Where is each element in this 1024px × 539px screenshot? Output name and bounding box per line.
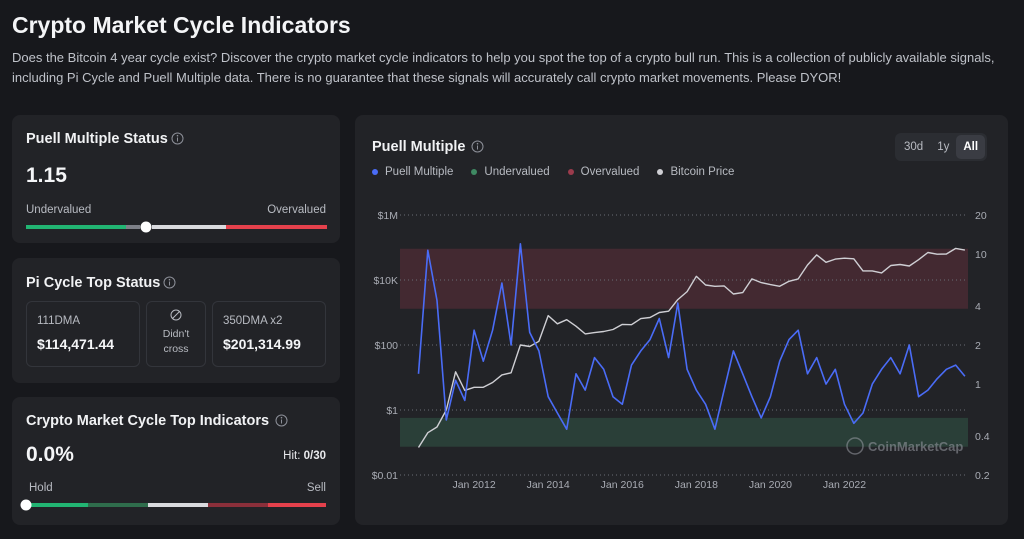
range-button[interactable]: 1y (937, 141, 950, 153)
series-line (417, 243, 966, 430)
cross-box: Didn't cross (146, 301, 206, 367)
dma-value: $201,314.99 (223, 336, 301, 352)
low-label: Hold (29, 482, 53, 494)
y-tick-label: $100 (375, 340, 399, 352)
hit-value: 0/30 (303, 450, 326, 462)
range-selector: 30d 1y All (895, 133, 988, 161)
pi-cycle-card: Pi Cycle Top Status 111DMA $114,471.44 D… (12, 258, 340, 383)
page-title: Crypto Market Cycle Indicators (12, 12, 351, 38)
legend-item: Overvalued (567, 166, 640, 178)
y-tick-label: $1M (378, 210, 398, 222)
dma-box: 350DMA x2 $201,314.99 (212, 301, 326, 367)
top-indicators-card: Crypto Market Cycle Top Indicators 0.0% … (12, 397, 340, 525)
x-tick-label: Jan 2012 (452, 479, 495, 491)
info-icon (163, 276, 176, 289)
band (400, 248, 968, 309)
dma-value: $114,471.44 (37, 336, 115, 352)
card-title: Puell Multiple Status (26, 131, 168, 147)
legend-label: Undervalued (484, 166, 550, 178)
y2-tick-label: 0.2 (975, 470, 990, 482)
hit-label: Hit: (283, 450, 301, 462)
series-line (417, 247, 966, 448)
y2-tick-label: 0.4 (975, 431, 990, 443)
legend-item: Bitcoin Price (657, 166, 734, 178)
y2-tick-label: 2 (975, 340, 981, 352)
chart-card: Puell Multiple 30d 1y All Puell Multiple Un… (355, 115, 1008, 525)
watermark: CoinMarketCap (846, 437, 963, 455)
x-tick-label: Jan 2018 (675, 479, 718, 491)
range-button[interactable]: 30d (904, 141, 924, 153)
watermark-logo (846, 437, 864, 455)
x-tick-label: Jan 2022 (823, 479, 866, 491)
puell-value: 1.15 (26, 164, 67, 187)
legend-label: Overvalued (580, 166, 640, 178)
card-title: Crypto Market Cycle Top Indicators (26, 413, 270, 429)
x-tick-label: Jan 2020 (749, 479, 792, 491)
info-icon (275, 414, 288, 427)
y2-tick-label: 1 (975, 379, 981, 391)
legend-swatch (471, 169, 478, 175)
legend: Puell Multiple Undervalued Overvalued Bitco… (372, 166, 734, 178)
dma-label: 111DMA (37, 315, 81, 327)
y-tick-label: $1 (386, 405, 398, 417)
y2-tick-label: 10 (975, 249, 987, 261)
legend-swatch (372, 169, 378, 175)
high-label: Overvalued (267, 204, 326, 216)
range-button[interactable]: All (956, 135, 986, 159)
info-icon (171, 132, 184, 145)
y-tick-label: $10K (373, 275, 398, 287)
y2-tick-label: 4 (975, 301, 981, 313)
chart-title: Puell Multiple (372, 139, 466, 155)
puell-status-card: Puell Multiple Status 1.15 Undervalued O… (12, 115, 340, 243)
info-icon (471, 140, 484, 153)
x-tick-label: Jan 2014 (527, 479, 570, 491)
slider-knob (20, 499, 32, 511)
legend-item: Undervalued (471, 166, 550, 178)
legend-swatch (657, 169, 664, 175)
y2-tick-label: 20 (975, 210, 987, 222)
no-cross-icon (170, 309, 182, 321)
y-tick-label: $0.01 (372, 470, 398, 482)
indicator-slider (20, 499, 326, 511)
legend-label: Puell Multiple (385, 166, 454, 178)
low-label: Undervalued (26, 204, 92, 216)
cross-text: cross (163, 343, 189, 355)
legend-item: Puell Multiple (372, 166, 453, 178)
watermark-text: CoinMarketCap (868, 439, 963, 454)
chart: $0.01 $1 $100 $10K $1M 0.2 0.4 1 2 4 10 20 Jan 2012 J… (372, 210, 990, 491)
indicator-value: 0.0% (26, 443, 74, 466)
dma-label: 350DMA x2 (223, 315, 283, 327)
slider-knob (140, 221, 152, 233)
x-tick-label: Jan 2016 (601, 479, 644, 491)
page-description: Does the Bitcoin 4 year cycle exist? Dis… (12, 50, 995, 85)
dma-box: 111DMA $114,471.44 (26, 301, 140, 367)
card-title: Pi Cycle Top Status (26, 275, 161, 291)
legend-label: Bitcoin Price (670, 166, 735, 178)
status-slider (26, 221, 327, 233)
high-label: Sell (306, 482, 326, 494)
cross-text: Didn't (162, 328, 190, 340)
band (400, 417, 968, 447)
legend-swatch (567, 169, 574, 175)
